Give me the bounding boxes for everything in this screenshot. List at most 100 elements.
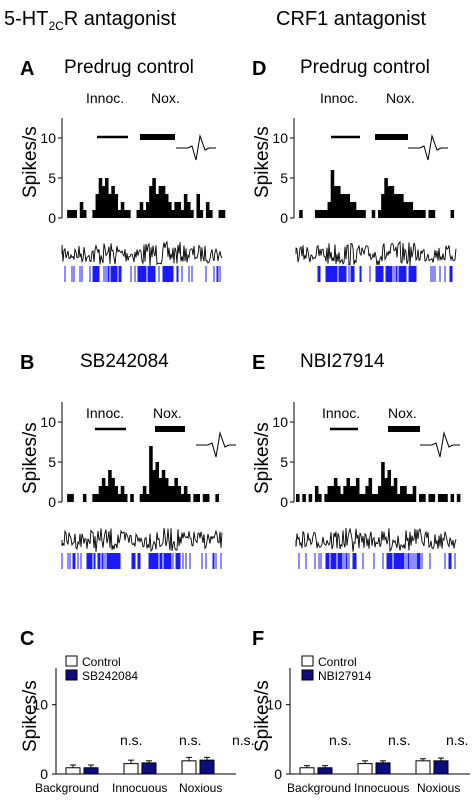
histogram-bar bbox=[196, 194, 201, 218]
histogram-bar bbox=[327, 486, 332, 502]
histogram-bar bbox=[314, 486, 319, 502]
histogram-bar bbox=[381, 462, 385, 502]
histogram-bar bbox=[384, 178, 388, 218]
histogram-bar bbox=[98, 486, 103, 502]
histogram-bar bbox=[161, 470, 166, 502]
spike-waveform bbox=[408, 134, 448, 161]
histogram-bar bbox=[330, 486, 335, 502]
histogram-bar bbox=[92, 494, 96, 502]
panel-c-letter: C bbox=[20, 628, 35, 650]
histogram-bar bbox=[349, 202, 354, 218]
legend-label: Control bbox=[82, 655, 121, 669]
histogram-bar bbox=[180, 210, 185, 218]
histogram-bar bbox=[193, 494, 197, 502]
histogram-bar bbox=[158, 186, 163, 218]
panel-d-letter: D bbox=[252, 58, 267, 80]
voltage-trace bbox=[61, 240, 223, 266]
histogram-bar bbox=[406, 202, 410, 218]
noxious-label: Nox. bbox=[151, 90, 180, 106]
voltage-trace bbox=[61, 528, 223, 553]
histogram-bar bbox=[400, 486, 404, 502]
spike-waveform bbox=[196, 431, 236, 458]
histogram-bar bbox=[368, 478, 373, 502]
histogram-bar bbox=[111, 478, 115, 502]
histogram-bar bbox=[105, 178, 109, 218]
summary-bar bbox=[317, 767, 333, 775]
histogram-bar bbox=[183, 194, 188, 218]
histogram-bar bbox=[177, 486, 182, 502]
histogram-bar bbox=[149, 186, 153, 218]
legend-swatch bbox=[65, 655, 78, 667]
ns-annotation: n.s. bbox=[329, 732, 352, 748]
histogram-bar bbox=[343, 486, 347, 502]
histogram-bar bbox=[337, 486, 341, 502]
histogram-bar bbox=[136, 210, 141, 218]
histogram-bar bbox=[419, 494, 423, 502]
x-category-label: Noxious bbox=[179, 781, 222, 795]
histogram-bar bbox=[117, 494, 122, 502]
x-category-label: Innocuous bbox=[112, 781, 167, 795]
panel-b-condition: SB242084 bbox=[80, 351, 169, 372]
histogram-bar bbox=[352, 202, 357, 218]
y-tick-label: 5 bbox=[280, 454, 288, 470]
histogram-bar bbox=[117, 210, 122, 218]
histogram-bar bbox=[174, 478, 178, 502]
histogram-bar bbox=[221, 210, 226, 218]
histogram-bar bbox=[378, 486, 382, 502]
y-tick-label: 10 bbox=[40, 414, 56, 430]
summary-bar bbox=[141, 762, 157, 775]
spike-waveform bbox=[176, 134, 216, 161]
histogram-bar bbox=[371, 210, 376, 218]
histogram-bar bbox=[422, 494, 426, 502]
histogram-bar bbox=[92, 210, 96, 218]
left-column-header: 5-HT2CR antagonist bbox=[4, 8, 176, 33]
histogram-bar bbox=[196, 494, 201, 502]
innocuous-label: Innoc. bbox=[322, 405, 360, 421]
histogram-bar bbox=[400, 194, 404, 218]
histogram-bar bbox=[346, 194, 351, 218]
histogram-bar bbox=[390, 486, 395, 502]
ns-annotation: n.s. bbox=[446, 732, 469, 748]
histogram-bar bbox=[340, 494, 344, 502]
histogram-bar bbox=[155, 462, 160, 502]
histogram-bar bbox=[120, 486, 125, 502]
histogram-bar bbox=[209, 210, 213, 218]
voltage-trace bbox=[295, 527, 457, 553]
histogram-bar bbox=[387, 470, 392, 502]
histogram-bar bbox=[340, 194, 344, 218]
histogram-bar bbox=[73, 210, 78, 218]
histogram-bar bbox=[318, 210, 322, 218]
histogram-bar bbox=[378, 210, 382, 218]
histogram-bar bbox=[146, 494, 150, 502]
histogram-bar bbox=[120, 202, 125, 218]
histogram-bar bbox=[171, 486, 175, 502]
histogram-bar bbox=[114, 194, 119, 218]
histogram-bar bbox=[403, 202, 407, 218]
histogram-bar bbox=[142, 486, 147, 502]
histogram-bar bbox=[105, 486, 109, 502]
histogram-bar bbox=[327, 202, 332, 218]
ns-annotation: n.s. bbox=[388, 732, 411, 748]
histogram-bar bbox=[333, 478, 338, 502]
y-tick-label: 10 bbox=[272, 130, 288, 146]
histogram-bar bbox=[152, 470, 156, 502]
histogram-bar bbox=[67, 494, 71, 502]
histogram-bar bbox=[161, 186, 166, 218]
histogram-bar bbox=[324, 210, 328, 218]
histogram-bar bbox=[174, 202, 178, 218]
histogram-bar bbox=[199, 210, 204, 218]
y-tick-label: 0 bbox=[48, 210, 56, 226]
histogram-bar bbox=[139, 494, 144, 502]
histogram-bar bbox=[371, 494, 376, 502]
histogram-bar bbox=[428, 210, 433, 218]
histogram-bar bbox=[171, 210, 175, 218]
histogram-bar bbox=[415, 210, 420, 218]
histogram-bar bbox=[152, 178, 156, 218]
histogram-bar bbox=[396, 194, 401, 218]
histogram-bar bbox=[302, 494, 306, 502]
histogram-bar bbox=[139, 202, 144, 218]
histogram-bar bbox=[349, 486, 354, 502]
legend-swatch bbox=[301, 655, 314, 667]
histogram-bar bbox=[324, 494, 328, 502]
histogram-bar bbox=[362, 494, 366, 502]
